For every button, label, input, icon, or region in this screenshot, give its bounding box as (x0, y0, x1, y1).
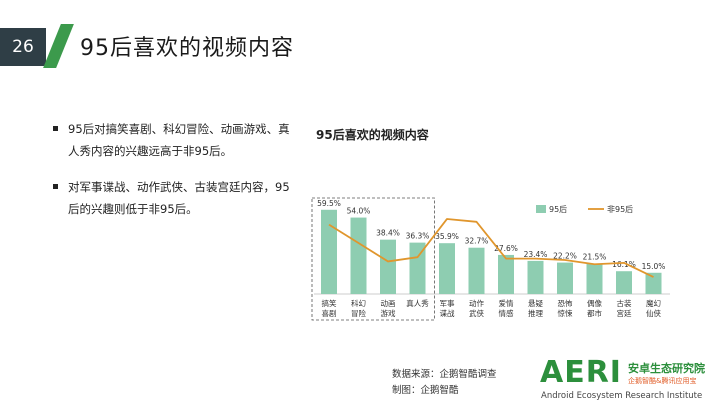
bar (586, 263, 603, 294)
category-label: 悬疑 (528, 298, 543, 308)
bar-line-chart: 59.5% 搞笑喜剧 54.0% 科幻冒险 38.4% 动画游戏 36.3% 真人秀 35.9%… (311, 197, 670, 321)
chart-credit: 制图：企鹅智酷 (392, 385, 459, 396)
bar (439, 243, 455, 294)
bar-value-label: 16.1% (612, 260, 636, 269)
title-accent-bar (43, 24, 74, 68)
bar-value-label: 54.0% (347, 207, 371, 216)
aeri-logo: AERI (540, 355, 622, 390)
logo-chinese-name: 安卓生态研究院 (628, 362, 705, 375)
bar-value-label: 35.9% (435, 232, 459, 241)
bullet-item: 95后对搞笑喜剧、科幻冒险、动画游戏、真人秀内容的兴趣远高于非95后。 (50, 118, 300, 162)
bar (527, 260, 544, 294)
bar-value-label: 38.4% (376, 229, 400, 238)
category-label: 动作 (469, 298, 484, 308)
category-label: 喜剧 (322, 308, 337, 318)
category-label: 军事 (440, 298, 455, 308)
bar-value-label: 22.2% (553, 252, 577, 261)
bar (557, 262, 573, 294)
category-label: 谍战 (440, 308, 455, 318)
legend-swatch-bar (536, 205, 546, 213)
logo-subtitle: 企鹅智酷&腾讯应用宝 (628, 377, 697, 385)
bar-value-label: 23.4% (524, 250, 548, 259)
category-label: 爱情 (499, 298, 514, 308)
category-label: 宫廷 (617, 308, 632, 318)
bar (616, 271, 632, 294)
category-label: 搞笑 (322, 298, 337, 308)
bar (498, 254, 514, 294)
category-label: 魔幻 (646, 298, 661, 308)
category-label: 仙侠 (646, 308, 661, 318)
bullet-item: 对军事谍战、动作武侠、古装宫廷内容，95后的兴趣则低于非95后。 (50, 176, 300, 220)
highlight-box (311, 197, 435, 321)
category-label: 惊悚 (558, 308, 573, 318)
bar-value-label: 32.7% (465, 237, 489, 246)
bar (321, 209, 337, 294)
category-label: 动画 (381, 298, 396, 308)
series-line (328, 218, 654, 278)
category-label: 推理 (528, 308, 543, 318)
bar (350, 217, 367, 294)
bar (645, 272, 662, 294)
chart-title: 95后喜欢的视频内容 (316, 128, 429, 142)
category-label: 偶像 (587, 298, 602, 308)
category-label: 游戏 (381, 308, 396, 318)
bar-value-label: 36.3% (406, 232, 430, 241)
bullet-list: 95后对搞笑喜剧、科幻冒险、动画游戏、真人秀内容的兴趣远高于非95后。 对军事谍… (50, 118, 300, 234)
category-label: 都市 (587, 308, 602, 318)
category-label: 冒险 (351, 308, 366, 318)
bar (380, 239, 396, 294)
bar-value-label: 15.0% (642, 262, 666, 271)
page-title: 95后喜欢的视频内容 (80, 36, 294, 61)
legend-label-non95: 非95后 (607, 204, 633, 214)
bar-value-label: 27.6% (494, 244, 518, 253)
category-label: 情感 (499, 308, 514, 318)
bar (409, 242, 426, 294)
category-label: 恐怖 (558, 298, 573, 308)
slide-number: 26 (0, 28, 46, 66)
legend-label-95: 95后 (549, 204, 567, 214)
category-label: 古装 (617, 298, 632, 308)
logo-english-name: Android Ecosystem Research Institute (541, 391, 703, 401)
category-label: 武侠 (469, 308, 484, 318)
category-label: 科幻 (351, 298, 366, 308)
category-label: 真人秀 (406, 298, 429, 308)
bar (468, 247, 485, 294)
bar-value-label: 21.5% (583, 253, 607, 262)
data-source: 数据来源：企鹅智酷调查 (392, 369, 497, 380)
bar-value-label: 59.5% (317, 199, 341, 208)
